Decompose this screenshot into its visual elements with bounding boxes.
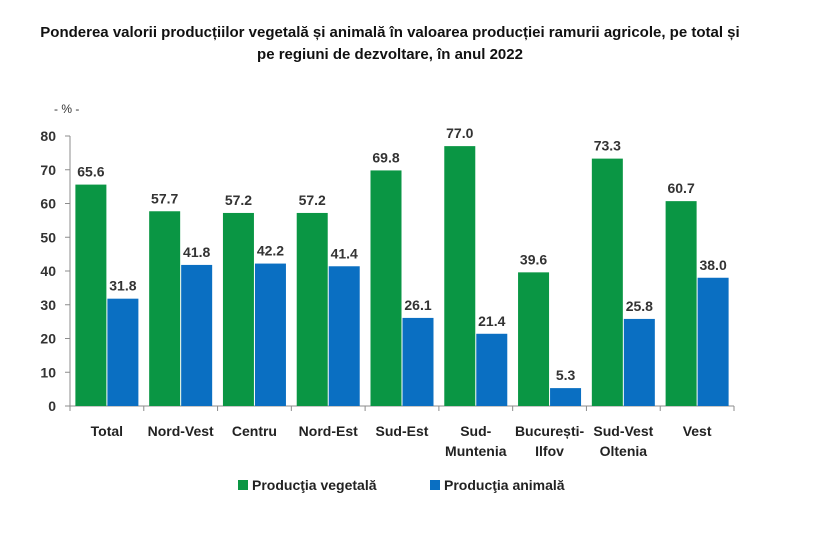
bar-vegetala [296,212,328,406]
bar-animala [107,298,139,406]
x-category-label: București- [515,423,585,439]
data-label-animala: 42.2 [257,243,284,259]
data-label-vegetala: 57.2 [299,192,326,208]
bar-animala [623,318,655,406]
legend-label-vegetala: Producţia vegetală [252,477,377,493]
y-tick-label: 50 [40,229,56,245]
data-label-animala: 26.1 [404,297,431,313]
bar-animala [476,333,508,406]
bar-vegetala [518,272,550,406]
x-category-label: Sud-Vest [593,423,653,439]
data-label-animala: 38.0 [699,257,726,273]
data-label-animala: 5.3 [556,367,576,383]
x-category-label: Vest [683,423,712,439]
x-category-label: Sud-Est [376,423,429,439]
bar-vegetala [75,184,107,406]
data-label-animala: 41.4 [331,245,358,261]
y-tick-label: 40 [40,263,56,279]
y-tick-label: 60 [40,196,56,212]
data-label-vegetala: 77.0 [446,125,473,141]
y-unit-label: - % - [54,102,79,116]
data-label-animala: 41.8 [183,244,210,260]
data-label-vegetala: 65.6 [77,164,104,180]
y-tick-label: 10 [40,364,56,380]
data-label-vegetala: 73.3 [594,138,621,154]
data-label-animala: 21.4 [478,313,505,329]
chart-title: Ponderea valorii producțiilor vegetală ș… [0,22,780,66]
bar-animala [697,277,729,406]
x-category-label: Ilfov [535,443,564,459]
chart-title-line-1: Ponderea valorii producțiilor vegetală ș… [40,24,740,41]
x-category-label: Nord-Est [299,423,358,439]
bar-vegetala [370,170,402,406]
legend-label-animala: Producţia animală [444,477,565,493]
bar-vegetala [591,158,623,406]
y-tick-label: 70 [40,162,56,178]
bar-vegetala [222,212,254,406]
bar-animala [181,264,213,406]
bar-vegetala [665,201,697,406]
x-category-label: Sud- [460,423,491,439]
bar-animala [254,263,286,406]
y-tick-label: 30 [40,297,56,313]
data-label-vegetala: 57.7 [151,190,178,206]
data-label-vegetala: 60.7 [667,180,694,196]
x-category-label: Muntenia [445,443,507,459]
bar-animala [328,266,360,406]
legend-swatch-animala [430,480,440,490]
data-label-animala: 31.8 [109,278,136,294]
y-tick-label: 0 [48,398,56,414]
bar-animala [550,388,582,406]
x-category-label: Total [91,423,123,439]
bar-vegetala [444,146,476,406]
legend-swatch-vegetala [238,480,248,490]
data-label-vegetala: 57.2 [225,192,252,208]
y-tick-label: 20 [40,331,56,347]
chart-title-line-2: pe regiuni de dezvoltare, în anul 2022 [257,46,523,63]
x-category-label: Centru [232,423,277,439]
data-label-vegetala: 69.8 [372,149,399,165]
y-tick-label: 80 [40,128,56,144]
bar-vegetala [149,211,181,406]
data-label-vegetala: 39.6 [520,251,547,267]
x-category-label: Nord-Vest [148,423,214,439]
bar-animala [402,317,434,406]
x-category-label: Oltenia [600,443,648,459]
data-label-animala: 25.8 [626,298,653,314]
